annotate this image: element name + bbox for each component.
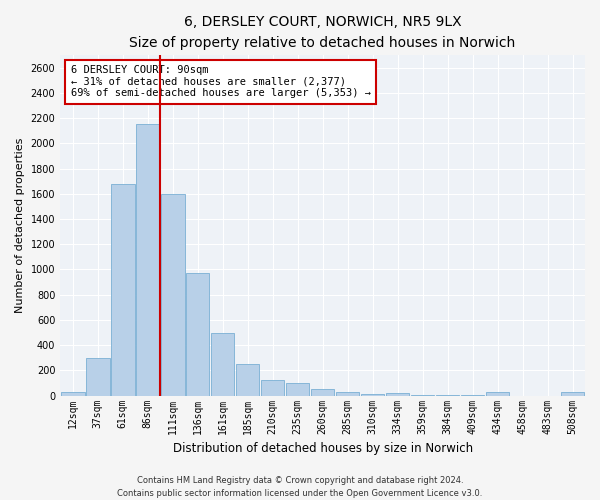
Bar: [136, 124, 160, 396]
Bar: [436, 395, 460, 396]
Y-axis label: Number of detached properties: Number of detached properties: [15, 138, 25, 313]
X-axis label: Distribution of detached houses by size in Norwich: Distribution of detached houses by size …: [173, 442, 473, 455]
Bar: [86, 358, 110, 396]
Bar: [111, 184, 134, 396]
Bar: [560, 392, 584, 396]
Bar: [361, 394, 385, 396]
Bar: [211, 332, 235, 396]
Title: 6, DERSLEY COURT, NORWICH, NR5 9LX
Size of property relative to detached houses : 6, DERSLEY COURT, NORWICH, NR5 9LX Size …: [130, 15, 516, 50]
Bar: [336, 392, 359, 396]
Text: 6 DERSLEY COURT: 90sqm
← 31% of detached houses are smaller (2,377)
69% of semi-: 6 DERSLEY COURT: 90sqm ← 31% of detached…: [71, 65, 371, 98]
Bar: [461, 395, 484, 396]
Bar: [485, 392, 509, 396]
Text: Contains HM Land Registry data © Crown copyright and database right 2024.
Contai: Contains HM Land Registry data © Crown c…: [118, 476, 482, 498]
Bar: [186, 273, 209, 396]
Bar: [410, 395, 434, 396]
Bar: [286, 383, 310, 396]
Bar: [311, 390, 334, 396]
Bar: [236, 364, 259, 396]
Bar: [161, 194, 185, 396]
Bar: [261, 380, 284, 396]
Bar: [61, 392, 85, 396]
Bar: [386, 393, 409, 396]
